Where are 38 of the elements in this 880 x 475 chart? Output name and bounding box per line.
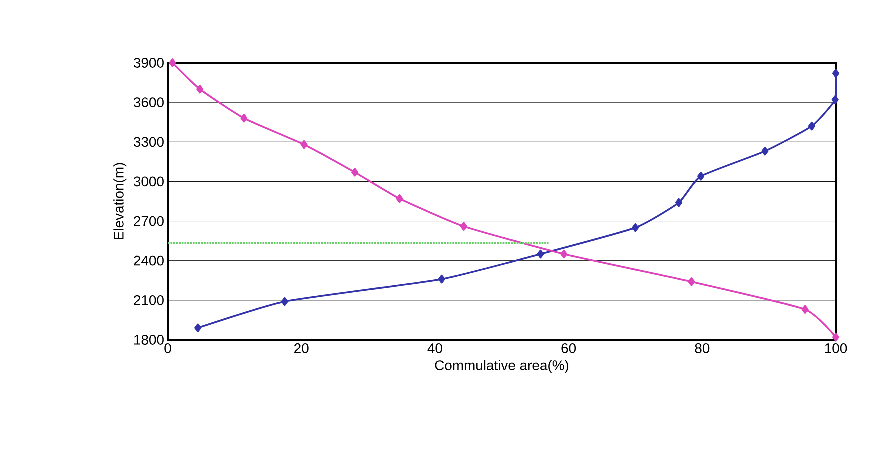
y-tick-label: 1800 [134, 335, 164, 345]
point [802, 305, 809, 314]
y-tick-label: 2100 [134, 295, 164, 306]
point [632, 223, 640, 232]
point [560, 250, 568, 259]
point [808, 122, 816, 131]
point [194, 324, 202, 333]
y-tick-label: 2400 [134, 256, 164, 266]
point [460, 222, 468, 231]
point [832, 96, 839, 104]
y-tick-label: 3900 [134, 58, 164, 68]
x-tick-label: 60 [562, 344, 576, 354]
y-axis-title: Elevation(m) [114, 163, 127, 240]
y-tick-label: 3000 [134, 176, 164, 187]
x-tick-label: 100 [825, 344, 848, 354]
point [396, 194, 404, 204]
point [281, 297, 288, 306]
point [688, 278, 696, 286]
point [300, 140, 308, 150]
point [196, 84, 204, 94]
point [240, 114, 248, 123]
y-tick-label: 3300 [134, 137, 164, 148]
point [832, 69, 840, 78]
point [762, 146, 769, 156]
point [676, 198, 683, 208]
y-tick-label: 3600 [134, 98, 164, 108]
x-tick-label: 40 [428, 344, 442, 354]
x-axis-title: Commulative area(%) [435, 360, 569, 374]
point [352, 168, 359, 177]
point [169, 58, 176, 68]
point [698, 172, 705, 181]
point [438, 274, 446, 284]
point [537, 250, 544, 259]
x-tick-label: 0 [164, 344, 172, 354]
point [832, 332, 840, 342]
x-tick-label: 20 [294, 344, 309, 354]
y-tick-label: 2700 [134, 216, 164, 226]
x-tick-label: 80 [695, 344, 710, 354]
